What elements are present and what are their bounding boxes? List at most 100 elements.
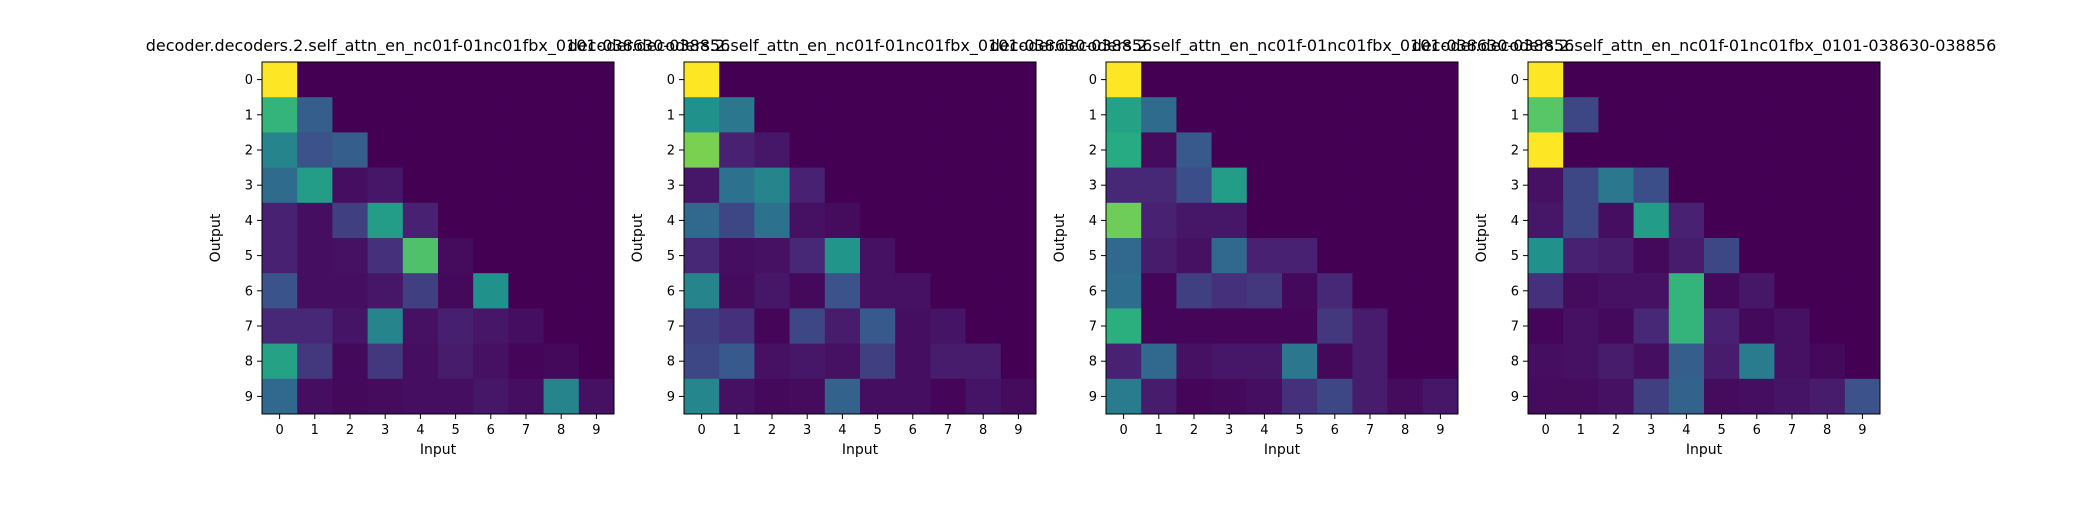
heatmap-cell-r9-c2 [332, 378, 368, 415]
heatmap-cell-r2-c7 [1774, 132, 1810, 168]
heatmap-cell-r3-c5 [1282, 167, 1318, 204]
y-tick-label-7: 7 [245, 320, 253, 335]
heatmap-cell-r8-c9 [578, 343, 615, 380]
heatmap-cell-r5-c8 [543, 238, 580, 274]
heatmap-cell-r2-c7 [508, 132, 544, 168]
heatmap-cell-r9-c2 [754, 378, 790, 415]
x-tick-label-3: 3 [381, 423, 389, 438]
heatmap-cell-r6-c4 [1668, 273, 1705, 309]
heatmap-cell-r4-c3 [367, 202, 404, 239]
heatmap-cell-r6-c8 [1809, 273, 1846, 309]
heatmap-cell-r5-c7 [930, 238, 966, 274]
heatmap-cell-r6-c9 [1422, 273, 1459, 309]
heatmap-cell-r7-c5 [1282, 308, 1318, 344]
heatmap-cell-r9-c4 [402, 378, 439, 415]
y-tick-label-7: 7 [667, 320, 675, 335]
heatmap-cell-r1-c8 [1809, 97, 1846, 133]
heatmap-cell-r7-c2 [1598, 308, 1634, 344]
heatmap-cell-r9-c7 [508, 378, 544, 415]
heatmap-cell-r3-c3 [1211, 167, 1248, 204]
heatmap-cell-r0-c1 [1563, 62, 1599, 98]
heatmap-cell-r6-c1 [719, 273, 755, 309]
heatmap-cell-r9-c6 [473, 378, 509, 415]
heatmap-cell-r1-c1 [1141, 97, 1177, 133]
heatmap-cell-r4-c3 [1211, 202, 1248, 239]
heatmap-cell-r4-c4 [402, 202, 439, 239]
heatmap-cell-r0-c5 [1704, 62, 1740, 98]
heatmap-cell-r3-c6 [895, 167, 931, 204]
heatmap-cell-r7-c4 [402, 308, 439, 344]
heatmap-cell-r2-c1 [719, 132, 755, 168]
heatmap-cell-r7-c5 [860, 308, 896, 344]
heatmap-cell-r6-c7 [930, 273, 966, 309]
heatmap-cell-r6-c6 [1317, 273, 1353, 309]
heatmap-cell-r8-c2 [332, 343, 368, 380]
x-tick-label-8: 8 [557, 423, 565, 438]
heatmap-cell-r8-c7 [1352, 343, 1388, 380]
heatmap-cell-r6-c5 [438, 273, 474, 309]
heatmap-cell-r5-c8 [1809, 238, 1846, 274]
heatmap-cell-r1-c3 [1633, 97, 1670, 133]
heatmap-cell-r0-c3 [1211, 62, 1248, 98]
heatmap-cell-r6-c5 [860, 273, 896, 309]
heatmap-cell-r3-c1 [297, 167, 333, 204]
heatmap-cell-r0-c3 [1633, 62, 1670, 98]
heatmap-cell-r9-c9 [578, 378, 615, 415]
x-tick-label-5: 5 [1295, 423, 1303, 438]
heatmap-cell-r9-c5 [1282, 378, 1318, 415]
heatmap-cell-r8-c0 [262, 343, 298, 380]
heatmap-cell-r9-c8 [1809, 378, 1846, 415]
heatmap-panel-1: 0 1 2 3 4 5 6 7 8 9 0 1 2 3 4 5 6 7 8 9 Input Output decoder.d… [146, 36, 731, 458]
heatmap-cell-r5-c5 [438, 238, 474, 274]
heatmap-cell-r6-c0 [1106, 273, 1142, 309]
heatmap-cell-r0-c0 [262, 62, 298, 98]
heatmap-cell-r6-c3 [789, 273, 826, 309]
y-tick-label-6: 6 [667, 284, 675, 299]
y-tick-label-9: 9 [245, 390, 253, 405]
heatmap-cell-r5-c4 [1668, 238, 1705, 274]
y-tick-label-8: 8 [667, 355, 675, 370]
heatmap-cell-r8-c1 [1563, 343, 1599, 380]
heatmap-cell-r4-c4 [1246, 202, 1283, 239]
heatmap-cell-r8-c8 [965, 343, 1002, 380]
heatmap-cell-r5-c3 [1211, 238, 1248, 274]
heatmap-cell-r2-c3 [1633, 132, 1670, 168]
x-axis-label: Input [842, 442, 879, 458]
y-tick-label-4: 4 [667, 214, 675, 229]
heatmap-cell-r3-c2 [754, 167, 790, 204]
heatmap-cell-r8-c0 [684, 343, 720, 380]
heatmap-cell-r1-c9 [1422, 97, 1459, 133]
heatmap-cell-r0-c1 [297, 62, 333, 98]
x-tick-label-1: 1 [733, 423, 741, 438]
heatmap-cell-r1-c6 [473, 97, 509, 133]
heatmap-cell-r7-c5 [438, 308, 474, 344]
heatmap-cell-r6-c4 [1246, 273, 1283, 309]
y-tick-label-5: 5 [1089, 249, 1097, 264]
heatmap-cell-r4-c6 [1317, 202, 1353, 239]
heatmap-cell-r5-c4 [824, 238, 861, 274]
heatmap-cell-r7-c1 [297, 308, 333, 344]
heatmap-panel-4: 0 1 2 3 4 5 6 7 8 9 0 1 2 3 4 5 6 7 8 9 Input Output decoder.d… [1412, 36, 1997, 458]
heatmap-cell-r8-c6 [473, 343, 509, 380]
heatmap-cell-r3-c6 [1739, 167, 1775, 204]
heatmap-cell-r1-c7 [508, 97, 544, 133]
heatmap-cell-r0-c2 [1176, 62, 1212, 98]
heatmap-cell-r9-c1 [1141, 378, 1177, 415]
heatmap-cell-r4-c5 [860, 202, 896, 239]
heatmap-cell-r3-c9 [1422, 167, 1459, 204]
heatmap-cell-r4-c0 [1106, 202, 1142, 239]
heatmap-cell-r4-c7 [1352, 202, 1388, 239]
heatmap-cell-r8-c7 [508, 343, 544, 380]
heatmap-cell-r5-c2 [332, 238, 368, 274]
y-tick-label-5: 5 [667, 249, 675, 264]
heatmap-cell-r6-c5 [1704, 273, 1740, 309]
x-axis-label: Input [1264, 442, 1301, 458]
heatmap-cell-r0-c9 [1844, 62, 1881, 98]
heatmap-cell-r7-c2 [332, 308, 368, 344]
heatmap-cell-r3-c3 [789, 167, 826, 204]
heatmap-cell-r9-c9 [1422, 378, 1459, 415]
heatmap-cell-r9-c7 [1352, 378, 1388, 415]
heatmap-cell-r7-c3 [1633, 308, 1670, 344]
heatmap-cell-r1-c9 [1844, 97, 1881, 133]
heatmap-cell-r8-c6 [1317, 343, 1353, 380]
